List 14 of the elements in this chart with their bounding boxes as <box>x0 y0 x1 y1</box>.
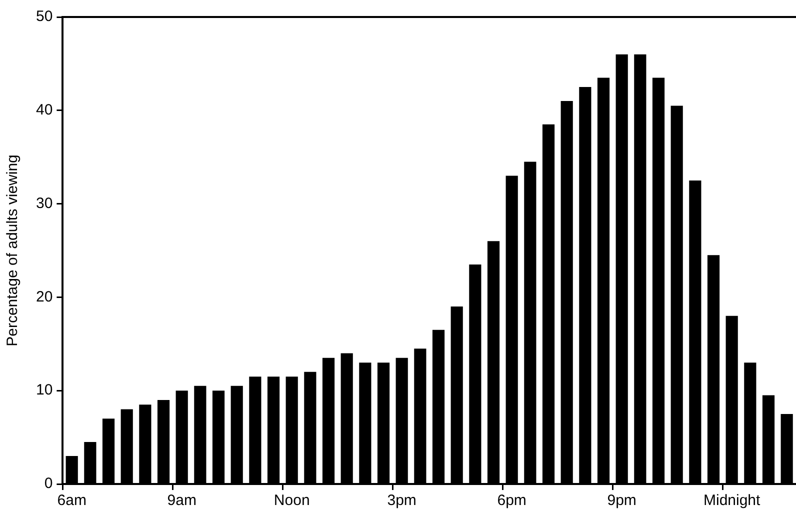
y-tick-label: 30 <box>36 194 53 212</box>
y-axis-title: Percentage of adults viewing <box>4 154 22 346</box>
y-tick-label: 20 <box>36 288 53 306</box>
x-tick-label: 3pm <box>387 492 416 510</box>
x-tick-label: 9am <box>167 492 196 510</box>
x-tick-label: 6pm <box>497 492 526 510</box>
x-tick-label: Noon <box>274 492 310 510</box>
y-tick-label: 40 <box>36 102 53 119</box>
y-tick-label: 0 <box>44 475 53 492</box>
x-tick-label: 6am <box>57 492 86 510</box>
x-tick-label: 9pm <box>607 492 636 510</box>
y-tick-label: 10 <box>36 382 53 399</box>
x-tick-label: Midnight <box>703 492 762 510</box>
y-tick-label: 50 <box>36 8 53 26</box>
